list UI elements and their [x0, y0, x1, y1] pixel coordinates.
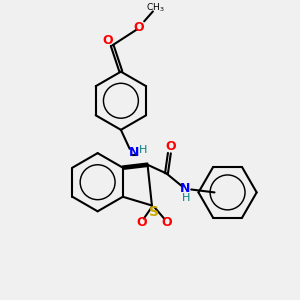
Text: CH$_3$: CH$_3$	[146, 2, 164, 14]
Text: N: N	[129, 146, 139, 159]
Text: S: S	[149, 205, 159, 219]
Text: H: H	[182, 193, 190, 202]
Text: O: O	[162, 216, 172, 229]
Text: O: O	[103, 34, 113, 47]
Text: O: O	[133, 21, 144, 34]
Text: O: O	[166, 140, 176, 153]
Text: N: N	[180, 182, 190, 194]
Text: H: H	[139, 145, 148, 155]
Text: O: O	[136, 216, 147, 229]
